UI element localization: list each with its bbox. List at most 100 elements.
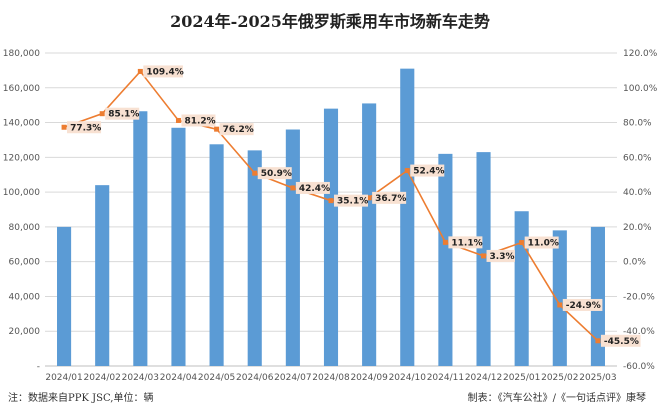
x-tick: 2024/07 bbox=[274, 373, 311, 383]
bar bbox=[247, 150, 262, 366]
bar bbox=[209, 144, 224, 366]
x-tick: 2024/03 bbox=[122, 373, 159, 383]
data-label-bg bbox=[257, 167, 292, 180]
bar-series bbox=[57, 68, 605, 367]
data-label-bg bbox=[486, 249, 515, 262]
chart-title: 2024年-2025年俄罗斯乘用车市场新车走势 bbox=[170, 12, 490, 31]
y-tick-right: -20.0% bbox=[623, 292, 655, 302]
data-label: 3.3% bbox=[490, 252, 515, 262]
x-tick: 2025/01 bbox=[503, 373, 540, 383]
data-label-bg bbox=[219, 123, 254, 136]
line-marker bbox=[442, 239, 448, 245]
data-label-bg bbox=[105, 107, 140, 120]
right-axis-ticks: -60.0% -40.0% -20.0% 0.0% 20.0% 40.0% 60.0% 80.… bbox=[623, 49, 658, 372]
y-tick-right: 120.0% bbox=[623, 49, 658, 59]
left-axis-ticks: - 20,000 40,000 60,000 80,000 100,000 120,000 1… bbox=[3, 49, 40, 372]
y-tick-left: - bbox=[37, 362, 40, 372]
data-label-bg bbox=[143, 65, 183, 78]
bar bbox=[400, 68, 415, 367]
line-marker bbox=[252, 170, 258, 176]
x-tick: 2024/11 bbox=[427, 373, 464, 383]
y-tick-right: 40.0% bbox=[623, 188, 652, 198]
y-tick-left: 160,000 bbox=[3, 84, 40, 94]
y-tick-right: 60.0% bbox=[623, 153, 652, 163]
y-tick-left: 140,000 bbox=[3, 119, 40, 129]
data-label: 42.4% bbox=[299, 184, 330, 194]
x-tick: 2024/04 bbox=[160, 373, 198, 383]
x-tick: 2024/05 bbox=[198, 373, 235, 383]
data-label: 11.0% bbox=[528, 239, 559, 249]
x-tick: 2024/02 bbox=[84, 373, 121, 383]
data-labels: 77.3% 85.1% 109.4% 81.2% 76.2% 50.9% 42.4% 35.1… bbox=[67, 65, 641, 347]
line-marker bbox=[99, 111, 105, 117]
data-label-bg bbox=[372, 191, 407, 204]
data-label-bg bbox=[562, 298, 603, 311]
data-label: -24.9% bbox=[566, 301, 601, 311]
bar bbox=[285, 129, 300, 366]
x-tick: 2025/03 bbox=[579, 373, 616, 383]
line-marker bbox=[557, 302, 563, 308]
y-tick-left: 120,000 bbox=[3, 153, 40, 163]
bar bbox=[590, 226, 605, 366]
data-label-bg bbox=[67, 121, 102, 134]
line-marker bbox=[214, 126, 220, 132]
data-label-bg bbox=[448, 236, 483, 249]
bar bbox=[171, 127, 186, 367]
y-tick-left: 100,000 bbox=[3, 188, 40, 198]
x-tick: 2024/06 bbox=[236, 373, 274, 383]
data-label: 36.7% bbox=[375, 194, 406, 204]
x-tick: 2024/09 bbox=[350, 373, 388, 383]
bar bbox=[362, 103, 377, 366]
line-marker bbox=[519, 240, 525, 246]
data-label-bg bbox=[410, 164, 445, 177]
x-tick: 2025/02 bbox=[541, 373, 578, 383]
footer-credit: 制表：《汽车公社》/《一句话点评》康琴 bbox=[467, 393, 646, 404]
bar bbox=[133, 111, 148, 366]
bar bbox=[57, 226, 72, 366]
data-label-bg bbox=[334, 194, 368, 207]
y-tick-right: 20.0% bbox=[623, 223, 652, 233]
line-marker bbox=[366, 195, 372, 201]
y-tick-right: 100.0% bbox=[623, 84, 658, 94]
line-marker bbox=[328, 198, 334, 204]
x-tick: 2024/12 bbox=[465, 373, 502, 383]
bar bbox=[95, 185, 110, 366]
data-label: 52.4% bbox=[413, 167, 444, 177]
data-label: 81.2% bbox=[184, 116, 215, 126]
data-label-bg bbox=[524, 236, 559, 249]
y-tick-left: 40,000 bbox=[9, 292, 41, 302]
line-marker bbox=[595, 338, 601, 344]
x-tick: 2024/01 bbox=[45, 373, 82, 383]
bar bbox=[438, 153, 453, 366]
data-label: 76.2% bbox=[223, 125, 254, 135]
y-tick-right: -40.0% bbox=[623, 327, 655, 337]
line-series bbox=[61, 68, 601, 344]
footer-source-note: 注：数据来自PPK JSC,单位：辆 bbox=[8, 393, 154, 404]
bar bbox=[476, 152, 491, 366]
line-marker bbox=[481, 253, 487, 259]
line-marker bbox=[290, 185, 296, 191]
x-tick: 2024/08 bbox=[312, 373, 350, 383]
data-label: 85.1% bbox=[108, 110, 139, 120]
data-label-bg bbox=[295, 181, 330, 194]
data-label: 109.4% bbox=[146, 67, 184, 77]
y-tick-right: 80.0% bbox=[623, 119, 652, 129]
y-tick-left: 20,000 bbox=[9, 327, 41, 337]
data-label: 35.1% bbox=[337, 197, 368, 207]
data-label: -45.5% bbox=[604, 337, 639, 347]
line-marker bbox=[404, 168, 410, 174]
x-tick: 2024/10 bbox=[389, 373, 427, 383]
y-tick-right: -60.0% bbox=[623, 362, 655, 372]
bar bbox=[552, 230, 567, 366]
bar bbox=[323, 108, 339, 367]
data-label-bg bbox=[600, 334, 641, 347]
x-axis-ticks: 2024/01 2024/02 2024/03 2024/04 2024/05 2024/… bbox=[45, 373, 616, 383]
data-label: 50.9% bbox=[261, 169, 292, 179]
data-label: 77.3% bbox=[70, 123, 101, 133]
line-marker bbox=[137, 68, 143, 74]
line-marker bbox=[175, 117, 181, 123]
y-tick-left: 80,000 bbox=[9, 223, 41, 233]
data-label: 11.1% bbox=[451, 238, 482, 248]
y-tick-left: 60,000 bbox=[9, 258, 41, 268]
